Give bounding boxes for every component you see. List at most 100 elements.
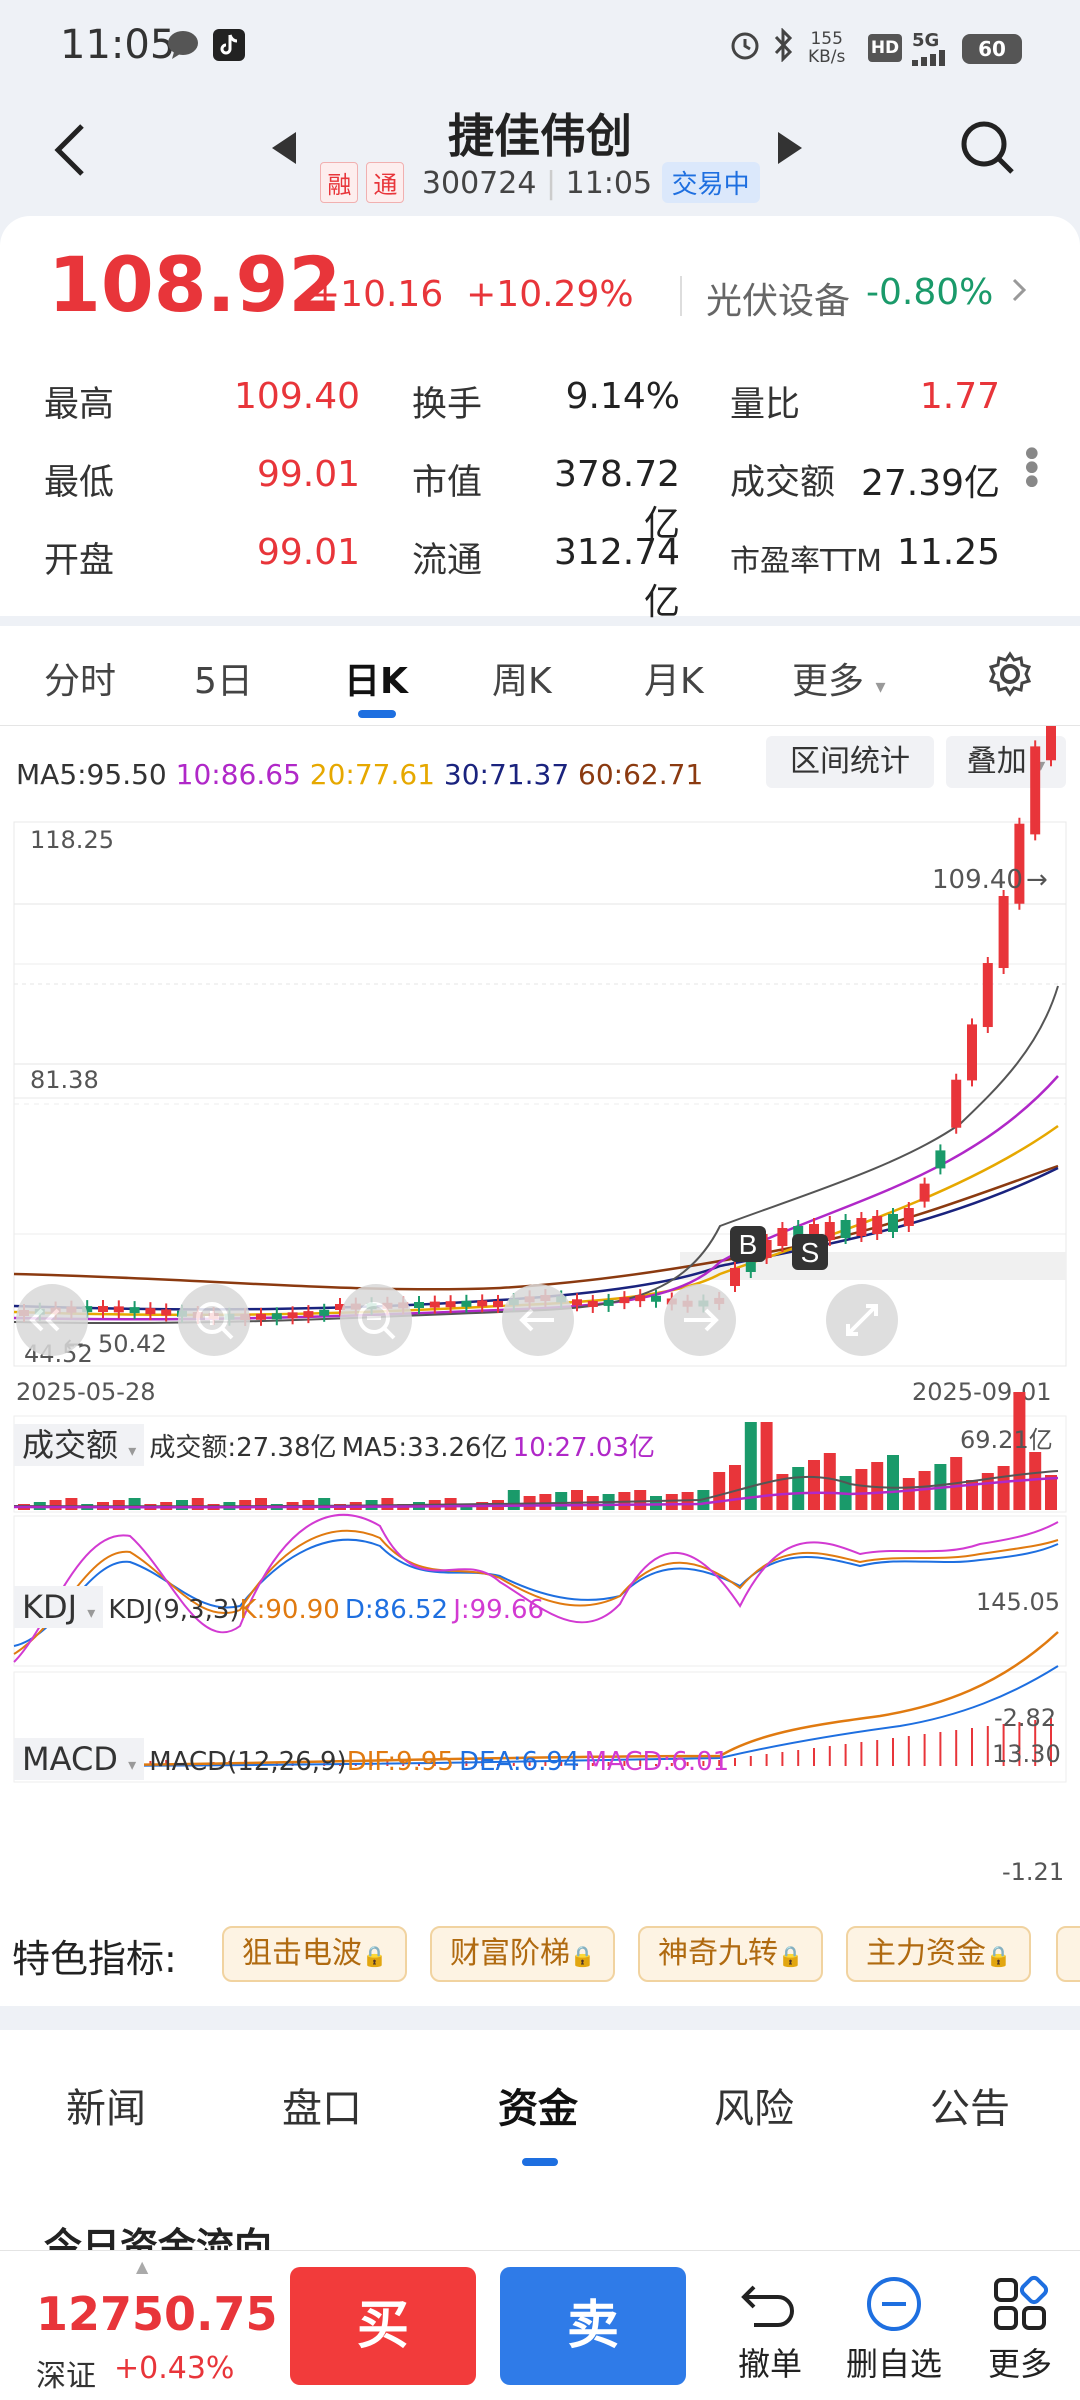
bluetooth-icon	[768, 27, 798, 70]
tab-5day[interactable]: 5日	[194, 661, 253, 702]
volume-bar	[49, 1500, 62, 1510]
date-end: 2025-09-01	[912, 1378, 1051, 1406]
kdj-max-label: 145.05	[976, 1588, 1060, 1616]
tab-timeshare[interactable]: 分时	[44, 661, 117, 702]
feature-label: 特色指标:	[12, 1937, 177, 1981]
tab-monthly-k[interactable]: 月K	[644, 661, 704, 702]
volume-bar	[808, 1460, 820, 1510]
volume-bar	[966, 1480, 978, 1510]
feature-magic-nine[interactable]: 神奇九转🔒	[638, 1926, 823, 1982]
volume-bar	[776, 1474, 789, 1510]
range-stats-button[interactable]: 区间统计	[766, 736, 934, 788]
stock-code: 300724	[421, 166, 537, 201]
stat-value-turnover: 9.14%	[565, 376, 680, 417]
volume-bar	[112, 1500, 125, 1510]
network-type: 5G	[912, 30, 940, 51]
alarm-icon	[728, 28, 762, 70]
tab-daily-k[interactable]: 日K	[344, 661, 408, 702]
feature-wealth-ladder[interactable]: 财富阶梯🔒	[430, 1926, 615, 1982]
stat-value-open: 99.01	[256, 532, 360, 573]
index-expand-icon[interactable]: ▲	[136, 2257, 149, 2276]
active-tab-indicator	[358, 710, 396, 718]
apps-grid-icon	[960, 2269, 1080, 2339]
stat-value-low: 99.01	[256, 454, 360, 495]
stat-label-float: 流通	[412, 541, 483, 581]
tab-funds[interactable]: 资金	[498, 2086, 578, 2132]
trade-status-badge: 交易中	[661, 162, 760, 203]
feature-indicators: 特色指标: 狙击电波🔒 财富阶梯🔒 神奇九转🔒 主力资金🔒	[0, 1906, 1080, 2006]
kdj-indicator-selector[interactable]: KDJ ▾	[14, 1586, 104, 1628]
signal-icon	[912, 50, 956, 70]
volume-bar	[318, 1498, 331, 1510]
macd-indicator-selector[interactable]: MACD ▾	[14, 1738, 145, 1780]
stat-label-pe: 市盈率TTM	[730, 544, 883, 579]
feature-main-funds[interactable]: 主力资金🔒	[846, 1926, 1031, 1982]
volume-bar	[665, 1494, 678, 1510]
prev-stock-button[interactable]	[270, 130, 298, 175]
remove-watchlist-button[interactable]: 删自选	[834, 2269, 954, 2385]
more-dots-icon[interactable]: • • •	[1020, 432, 1044, 506]
svg-text:→: →	[1026, 865, 1048, 895]
tab-weekly-k[interactable]: 周K	[492, 661, 552, 702]
ma60-label: 60:62.71	[578, 758, 704, 791]
stat-label-open: 开盘	[44, 541, 115, 581]
price-change: +10.16 +10.29%	[310, 274, 634, 315]
kdj-min-label: -2.82	[994, 1704, 1057, 1732]
tab-risk[interactable]: 风险	[714, 2086, 794, 2132]
status-bar: 11:05 155 KB/s HD 5G 60	[0, 0, 1080, 100]
connect-tag: 通	[366, 162, 405, 203]
volume-panel-header: 成交额 ▾ 成交额:27.38亿 MA5:33.26亿 10:27.03亿	[14, 1420, 655, 1466]
more-actions-button[interactable]: 更多	[960, 2269, 1080, 2385]
next-stock-button[interactable]	[776, 130, 804, 175]
index-value[interactable]: 12750.75	[36, 2287, 278, 2341]
kline-chart-area[interactable]: MA5:95.50 10:86.65 20:77.61 30:71.37 60:…	[0, 726, 1080, 1906]
y-mid-label: 81.38	[30, 1066, 99, 1094]
tab-announcements[interactable]: 公告	[930, 2086, 1010, 2132]
tab-news[interactable]: 新闻	[66, 2086, 146, 2132]
volume-bar	[887, 1455, 899, 1510]
feature-sniper-wave[interactable]: 狙击电波🔒	[222, 1926, 407, 1982]
volume-indicator-selector[interactable]: 成交额 ▾	[14, 1424, 145, 1466]
bottom-bar: ▲ 12750.75 深证 +0.43% 买 卖 撤单 删自选 更多	[0, 2250, 1080, 2400]
tab-more[interactable]: 更多 ▾	[792, 661, 886, 702]
ma30-label: 30:71.37	[443, 758, 570, 791]
tab-order-book[interactable]: 盘口	[282, 2086, 362, 2132]
fund-flow-section: 今日资金流向	[0, 2180, 1080, 2250]
high-marker-label: 109.40	[932, 865, 1023, 895]
section-title: 今日资金流向	[44, 2225, 273, 2250]
sector-change[interactable]: -0.80%	[866, 272, 994, 313]
sell-button[interactable]: 卖	[500, 2267, 686, 2385]
settings-gear-icon[interactable]	[986, 650, 1034, 702]
cancel-order-button[interactable]: 撤单	[710, 2269, 830, 2385]
back-button[interactable]	[50, 120, 90, 195]
stock-name: 捷佳伟创	[448, 109, 632, 163]
low-marker-label: 50.42	[98, 1330, 167, 1358]
kline-tabs: 分时 5日 日K 周K 月K 更多 ▾	[0, 626, 1080, 726]
message-icon	[166, 28, 200, 70]
feature-more-partial[interactable]	[1056, 1926, 1080, 1982]
volume-bar	[871, 1462, 884, 1510]
status-time: 11:05	[60, 22, 176, 68]
volume-bar	[713, 1472, 726, 1510]
volume-bar	[381, 1498, 394, 1510]
stat-value-volume-ratio: 1.77	[919, 376, 1000, 417]
stat-value-turnover-amount: 27.39亿	[860, 463, 1000, 504]
volume-bar	[239, 1500, 252, 1510]
index-change: +0.43%	[114, 2351, 235, 2386]
chevron-right-icon[interactable]	[1010, 270, 1030, 319]
remove-watchlist-label: 删自选	[845, 2345, 942, 2383]
volume-bar	[539, 1494, 552, 1510]
margin-tag: 融	[320, 162, 359, 203]
stat-label-turnover-amount: 成交额	[730, 463, 836, 503]
stock-header: 捷佳伟创 融通 300724 | 11:05 交易中	[0, 100, 1080, 220]
sector-name[interactable]: 光伏设备	[706, 281, 851, 322]
buy-button[interactable]: 买	[290, 2267, 476, 2385]
current-price: 108.92	[48, 240, 342, 329]
stat-label-turnover: 换手	[412, 385, 483, 425]
index-name: 深证	[36, 2359, 96, 2394]
stat-label-volume-ratio: 量比	[730, 385, 801, 425]
search-icon[interactable]	[958, 118, 1018, 178]
volume-bar	[176, 1500, 188, 1510]
macd-min-label: -1.21	[1002, 1858, 1065, 1886]
stat-value-float: 312.74亿	[554, 532, 680, 623]
